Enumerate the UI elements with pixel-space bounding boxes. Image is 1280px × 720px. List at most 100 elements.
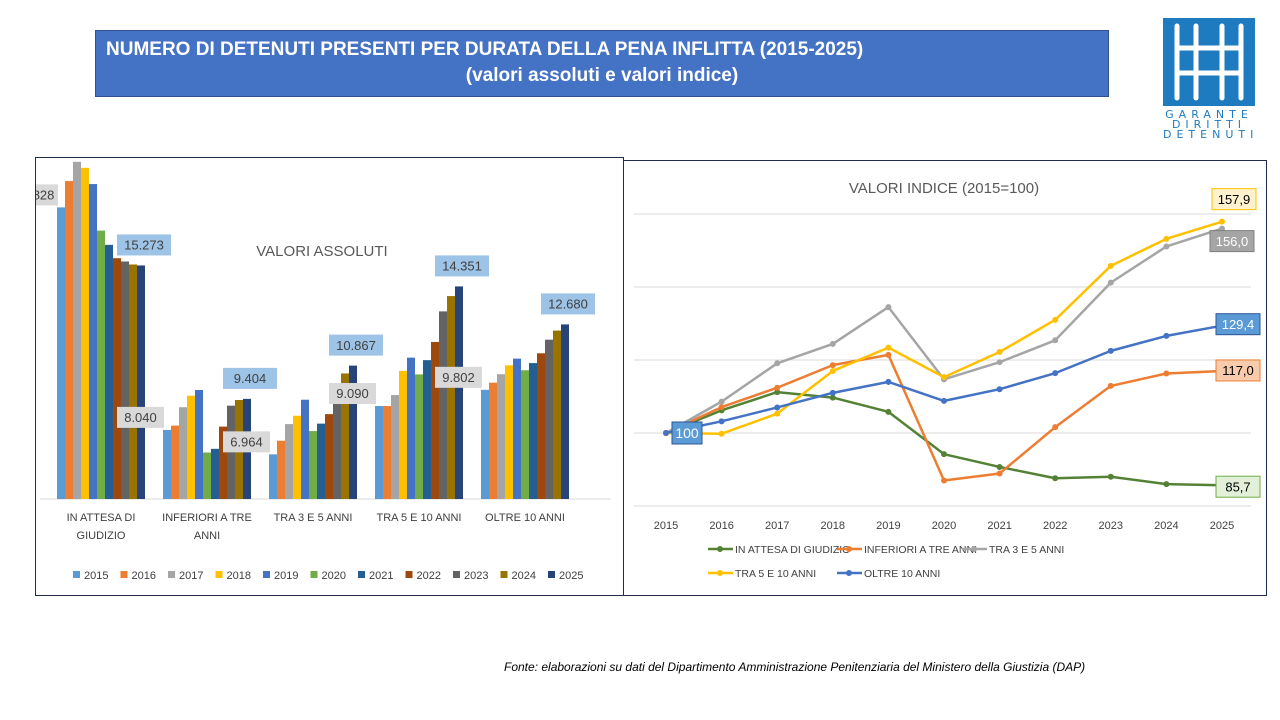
point-1-2024: [1163, 370, 1170, 377]
legend-marker-3: [717, 570, 723, 576]
point-2-2016: [718, 398, 725, 405]
data-label-last-0-box: [117, 234, 171, 256]
bar-2016-0: [65, 181, 73, 499]
data-label-first-0: 17.828: [36, 188, 54, 203]
bar-2018-4: [505, 365, 513, 499]
source-note: Fonte: elaborazioni su dati del Dipartim…: [504, 660, 1086, 674]
bar-chart-valori-assoluti: VALORI ASSOLUTI IN ATTESA DI GIUDIZIO 17.82…: [35, 157, 624, 596]
bar-2017-1: [179, 407, 187, 499]
category-label-1: ANNI: [194, 530, 220, 542]
bar-2023-4: [545, 339, 553, 499]
legend-swatch-2016: [120, 571, 128, 578]
legend-label-2021: 2021: [369, 570, 393, 582]
data-label-first-2-box: [223, 431, 270, 453]
point-4-2017: [774, 404, 781, 411]
bar-2025-2: [349, 365, 357, 499]
data-label-first-3-box: [329, 383, 376, 405]
point-1-2017: [774, 384, 781, 391]
data-label-first-2: 6.964: [230, 435, 263, 450]
data-label-last-1: 9.404: [234, 371, 267, 386]
point-1-2021: [996, 470, 1003, 477]
series-line-0: [665, 390, 1223, 487]
point-0-2021: [996, 463, 1003, 470]
bar-2015-0: [57, 207, 65, 499]
data-label-first-4: 9.802: [442, 370, 475, 385]
series-line-1: [665, 353, 1223, 482]
point-3-2025: [1219, 218, 1225, 225]
data-label-last-4-box: [541, 293, 595, 315]
point-3-2019: [885, 344, 892, 351]
x-tick-2016: 2016: [709, 520, 733, 532]
point-2-2018: [829, 340, 836, 347]
bar-2022-2: [325, 414, 333, 499]
point-0-2024: [1163, 481, 1170, 488]
data-label-last-2-box: [329, 334, 383, 356]
bar-2021-1: [211, 448, 219, 499]
legend-swatch-2018: [215, 571, 223, 578]
point-2-2019: [885, 304, 892, 311]
bar-2024-4: [553, 330, 561, 499]
legend-swatch-2015: [73, 571, 80, 578]
x-tick-2024: 2024: [1154, 520, 1178, 532]
bar-2015-1: [163, 429, 171, 499]
x-tick-2019: 2019: [876, 520, 900, 532]
point-4-2018: [829, 389, 836, 396]
bar-2020-0: [97, 230, 105, 499]
category-label-1: INFERIORI A TRE: [162, 512, 252, 524]
point-4-2022: [1052, 370, 1059, 377]
point-1-2016: [718, 404, 725, 411]
bar-2025-0: [137, 265, 145, 499]
data-label-last-3: 14.351: [442, 259, 482, 274]
bar-2023-2: [333, 389, 341, 499]
end-label-2: 156,0: [1216, 234, 1249, 249]
bar-2020-3: [415, 374, 423, 499]
data-label-first-4-box: [435, 366, 482, 388]
point-4-2020: [941, 397, 947, 404]
point-2-2022: [1052, 337, 1059, 344]
bar-2022-1: [219, 426, 227, 499]
x-tick-2020: 2020: [932, 520, 956, 532]
page-title: NUMERO DI DETENUTI PRESENTI PER DURATA D…: [95, 30, 1109, 97]
logo-emblem-icon: [1163, 18, 1255, 106]
legend-label-2017: 2017: [179, 570, 203, 582]
end-label-2-box: [1209, 230, 1255, 253]
legend-marker-0: [717, 546, 723, 552]
point-1-2022: [1052, 424, 1059, 431]
title-line-1: NUMERO DI DETENUTI PRESENTI PER DURATA D…: [106, 39, 864, 60]
point-0-2022: [1052, 475, 1059, 482]
point-4-2021: [996, 386, 1003, 393]
bar-2017-0: [73, 161, 81, 500]
point-4-2024: [1163, 332, 1170, 339]
end-label-4: 129,4: [1222, 317, 1255, 332]
legend-label-0: IN ATTESA DI GIUDIZIO: [735, 544, 850, 556]
point-3-2018: [829, 367, 836, 374]
x-tick-2022: 2022: [1043, 520, 1067, 532]
title-line-2: (valori assoluti e valori indice): [465, 65, 739, 86]
data-label-last-3-box: [435, 255, 489, 277]
point-1-2023: [1107, 382, 1114, 389]
legend-label-4: OLTRE 10 ANNI: [864, 568, 940, 580]
x-tick-2017: 2017: [765, 520, 789, 532]
legend-label-2025: 2025: [559, 570, 583, 582]
bar-2016-3: [383, 406, 391, 499]
legend-label-2020: 2020: [322, 570, 346, 582]
point-2-2017: [774, 360, 781, 367]
data-label-last-0: 15.273: [124, 238, 164, 253]
legend-label-2024: 2024: [512, 570, 536, 582]
category-label-4: OLTRE 10 ANNI: [485, 512, 565, 524]
legend-label-2015: 2015: [84, 570, 108, 582]
chart-title: VALORI ASSOLUTI: [256, 243, 387, 260]
point-3-2023: [1107, 262, 1114, 269]
end-label-1-box: [1215, 359, 1261, 382]
point-2-2021: [996, 359, 1003, 366]
legend-label-2019: 2019: [274, 570, 298, 582]
x-tick-2021: 2021: [987, 520, 1011, 532]
point-3-2022: [1052, 316, 1059, 323]
end-label-0-box: [1215, 475, 1261, 498]
end-label-3-box: [1211, 188, 1257, 211]
legend-label-3: TRA 5 E 10 ANNI: [735, 568, 816, 580]
bar-2025-3: [455, 286, 463, 499]
data-label-first-3: 9.090: [336, 386, 369, 401]
start-label-box: [671, 421, 703, 445]
point-4-2015: [663, 430, 669, 436]
